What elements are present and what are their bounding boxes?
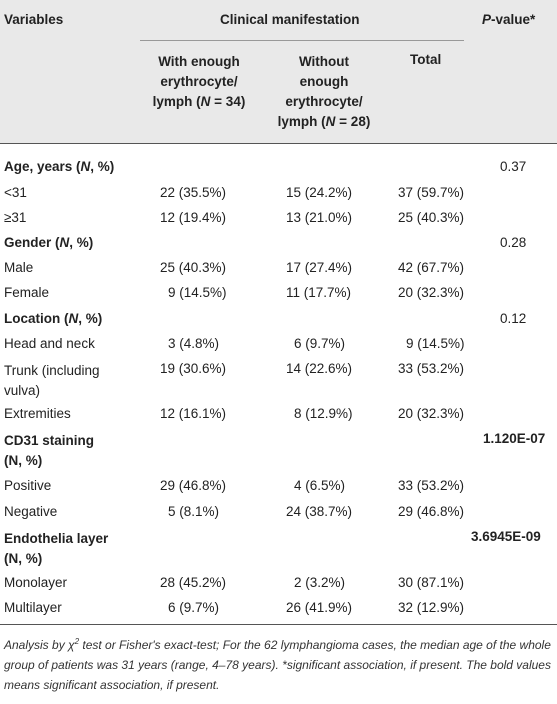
row-mono-label: Monolayer [4,575,68,590]
row-extrem-without: 8 (12.9%) [294,406,353,421]
row-mono-total: 30 (87.1%) [398,575,465,590]
header-pvalue: P-value* [482,12,536,27]
row-female-label: Female [4,285,50,300]
row-age-lt-total: 37 (59.7%) [398,185,465,200]
row-head-total: 9 (14.5%) [406,336,465,351]
row-age-ge-with: 12 (19.4%) [160,210,227,225]
row-gender-pvalue: 0.28 [500,235,527,250]
row-extrem-with: 12 (16.1%) [160,406,227,421]
row-positive-with: 29 (46.8%) [160,478,227,493]
row-endo-label: Endothelia layer (N, %) [4,531,109,566]
row-female-without: 11 (17.7%) [286,285,352,300]
row-negative-total: 29 (46.8%) [398,504,465,519]
row-location-label: Location (N, %) [4,311,103,326]
header-rule-top [0,143,557,144]
clinical-underline [140,40,464,41]
row-trunk-without: 14 (22.6%) [286,361,353,376]
row-head-with: 3 (4.8%) [168,336,220,351]
row-positive-label: Positive [4,478,52,493]
row-trunk-total: 33 (53.2%) [398,361,465,376]
row-multi-without: 26 (41.9%) [286,600,353,615]
row-cd31-label: CD31 staining (N, %) [4,433,95,468]
row-extrem-total: 20 (32.3%) [398,406,465,421]
row-gender-label: Gender (N, %) [4,235,94,250]
header-variables: Variables [4,12,64,27]
row-trunk-with: 19 (30.6%) [160,361,227,376]
table-bottom-rule [0,624,557,625]
row-male-with: 25 (40.3%) [160,260,227,275]
row-negative-label: Negative [4,504,58,519]
row-extrem-label: Extremities [4,406,71,421]
header-col-total: Total [410,52,442,67]
row-multi-total: 32 (12.9%) [398,600,465,615]
header-clinical: Clinical manifestation [220,12,360,27]
row-negative-without: 24 (38.7%) [286,504,353,519]
row-age-lt-with: 22 (35.5%) [160,185,227,200]
row-male-total: 42 (67.7%) [398,260,465,275]
row-cd31-pvalue: 1.120E-07 [483,431,546,446]
table-header [0,0,557,143]
row-male-without: 17 (27.4%) [286,260,353,275]
row-endo-pvalue: 3.6945E-09 [471,529,541,544]
row-multi-with: 6 (9.7%) [168,600,220,615]
row-head-label: Head and neck [4,336,95,351]
row-age-label: Age, years (N, %) [4,159,115,174]
row-positive-total: 33 (53.2%) [398,478,465,493]
row-mono-without: 2 (3.2%) [294,575,346,590]
row-age-lt-label: <31 [4,185,27,200]
row-female-with: 9 (14.5%) [168,285,227,300]
row-head-without: 6 (9.7%) [294,336,346,351]
row-negative-with: 5 (8.1%) [168,504,220,519]
row-age-lt-without: 15 (24.2%) [286,185,353,200]
row-age-ge-without: 13 (21.0%) [286,210,353,225]
row-location-pvalue: 0.12 [500,311,527,326]
row-positive-without: 4 (6.5%) [294,478,346,493]
header-col-with: With enough erythrocyte/ lymph (N = 34) [152,54,246,109]
row-age-ge-label: ≥31 [4,210,27,225]
row-age-ge-total: 25 (40.3%) [398,210,465,225]
header-col-without: Without enough erythrocyte/ lymph (N = 2… [277,54,371,129]
row-male-label: Male [4,260,34,275]
row-multi-label: Multilayer [4,600,62,615]
row-female-total: 20 (32.3%) [398,285,465,300]
table-footnote: Analysis by χ2 test or Fisher's exact-te… [4,637,551,692]
row-trunk-label: Trunk (including vulva) [4,363,100,398]
row-age-pvalue: 0.37 [500,159,527,174]
row-mono-with: 28 (45.2%) [160,575,227,590]
